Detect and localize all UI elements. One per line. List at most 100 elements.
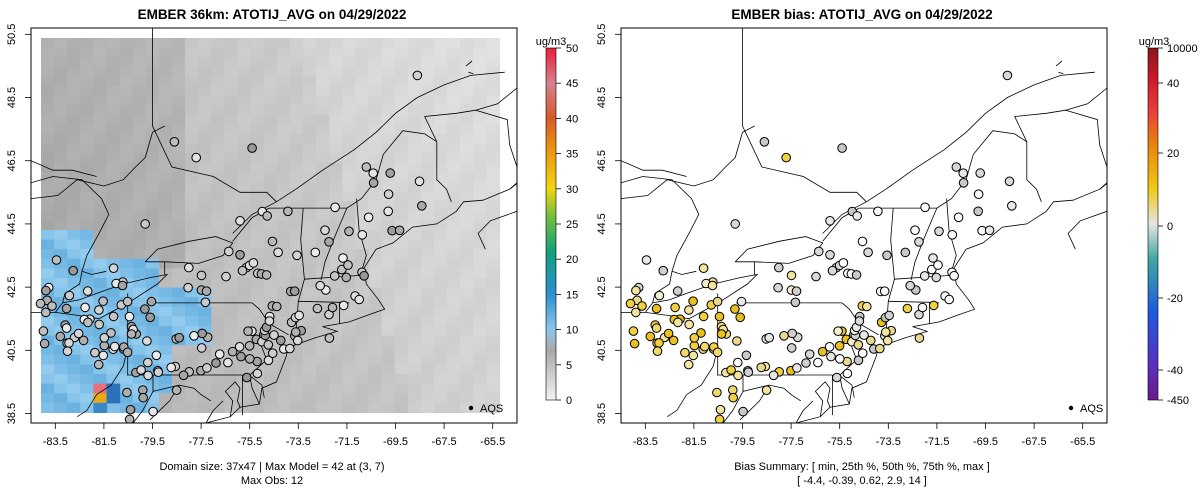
colorbar-tick-label: 40 [566, 113, 578, 125]
site-marker [235, 216, 245, 226]
grid-cell [316, 364, 330, 375]
site-marker [244, 341, 255, 351]
site-marker [688, 296, 698, 307]
grid-cell [381, 374, 396, 385]
grid-cell [80, 143, 94, 154]
grid-cell [106, 134, 121, 145]
grid-cell [158, 268, 173, 279]
grid-cell [185, 258, 199, 269]
site-marker [64, 290, 75, 301]
grid-cell [329, 402, 343, 413]
grid-cell [394, 86, 409, 97]
grid-cell [486, 287, 501, 298]
boundary-line [232, 71, 505, 234]
grid-cell [93, 162, 108, 173]
grid-cell [93, 105, 108, 116]
boundary-line [822, 130, 1042, 242]
grid-cell [263, 191, 278, 202]
grid-cell [460, 57, 474, 68]
grid-cell [106, 239, 121, 250]
grid-cell [434, 114, 448, 125]
grid-cell [329, 383, 343, 394]
site-marker [78, 335, 89, 346]
grid-cell [211, 162, 225, 173]
grid-cell [67, 47, 81, 58]
site-marker [826, 351, 836, 362]
grid-cell [93, 76, 108, 87]
grid-cell [93, 134, 108, 145]
site-marker [975, 168, 986, 178]
grid-cell [394, 153, 409, 164]
grid-cell [198, 57, 212, 68]
site-marker [875, 343, 885, 354]
grid-cell [460, 354, 474, 365]
grid-cell [172, 316, 186, 327]
grid-cell [237, 402, 252, 413]
grid-cell [381, 105, 396, 116]
boundary-line [1099, 183, 1107, 190]
grid-cell [407, 57, 422, 68]
grid-cell [407, 201, 422, 212]
site-marker [688, 350, 699, 361]
grid-cell [394, 134, 409, 145]
grid-cell [303, 239, 317, 250]
site-marker [320, 225, 330, 235]
y-tick-label: 42.5 [6, 276, 18, 297]
grid-cell [145, 364, 160, 375]
grid-cell [420, 230, 435, 241]
grid-cell [67, 230, 81, 241]
site-marker [651, 303, 662, 314]
grid-cell [224, 38, 239, 49]
boundary-line [1067, 210, 1107, 250]
site-marker [953, 212, 964, 223]
grid-cell [486, 345, 501, 356]
site-marker [285, 343, 295, 354]
grid-cell [329, 172, 343, 183]
grid-cell [80, 76, 94, 87]
grid-cell [224, 124, 239, 135]
site-marker [166, 362, 176, 373]
grid-cell [394, 230, 409, 241]
grid-cell [198, 374, 212, 385]
grid-cell [473, 124, 487, 135]
grid-cell [41, 201, 55, 212]
grid-cell [237, 57, 252, 68]
grid-cell [41, 86, 55, 97]
grid-cell [420, 47, 435, 58]
grid-cell [407, 38, 422, 49]
grid-cell [67, 105, 81, 116]
grid-cell [41, 268, 55, 279]
site-marker [689, 333, 700, 343]
grid-cell [80, 268, 94, 279]
site-marker [41, 285, 51, 296]
grid-cell [303, 230, 317, 241]
grid-cell [460, 220, 474, 231]
grid-cell [198, 191, 212, 202]
grid-cell [211, 95, 225, 106]
grid-cell [303, 278, 317, 289]
grid-cell [486, 306, 501, 317]
grid-cell [342, 306, 356, 317]
chart-title: EMBER bias: ATOTIJ_AVG on 04/29/2022 [731, 7, 992, 22]
grid-cell [158, 182, 173, 193]
x-axis: -83.5 -81.5 -79.5 -77.5 -75.5 -73.5 -71.5 -69.5… [43, 423, 505, 448]
grid-cell [420, 326, 435, 337]
grid-cell [54, 105, 68, 116]
site-marker [732, 336, 742, 346]
grid-cell [54, 124, 68, 135]
site-marker [237, 265, 248, 276]
site-marker [735, 312, 746, 323]
grid-cell [420, 201, 435, 212]
grid-cell [211, 114, 225, 125]
x-tick-label: -83.5 [43, 436, 68, 448]
site-marker [64, 338, 74, 348]
grid-cell [355, 306, 370, 317]
site-marker [245, 354, 255, 364]
grid-cell [185, 316, 199, 327]
grid-cell [434, 278, 448, 289]
grid-cell [41, 316, 55, 327]
grid-cell [132, 172, 147, 183]
site-marker [93, 359, 104, 370]
grid-cell [420, 172, 435, 183]
grid-cell [263, 220, 278, 231]
